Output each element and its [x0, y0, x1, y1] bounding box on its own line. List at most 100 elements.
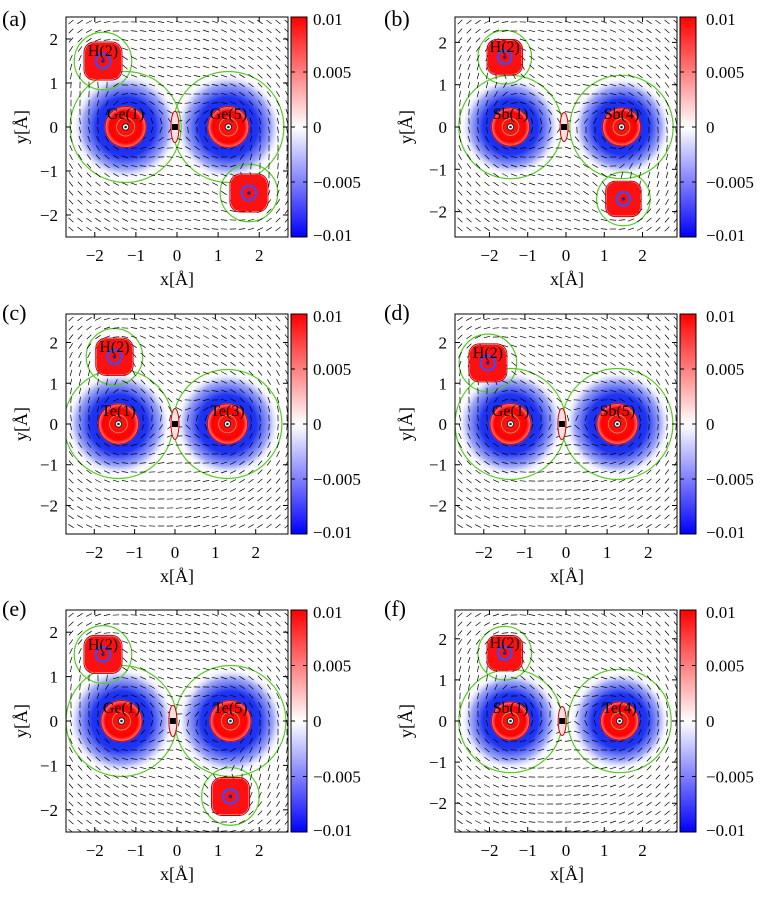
field-segment	[475, 190, 481, 196]
field-segment	[105, 684, 109, 690]
field-segment	[476, 90, 480, 98]
field-segment	[555, 758, 563, 760]
field-segment	[656, 189, 660, 197]
field-segment	[258, 746, 262, 754]
field-segment	[166, 443, 174, 447]
field-segment	[239, 38, 245, 42]
field-segment	[591, 658, 599, 662]
field-segment	[211, 622, 219, 626]
field-segment	[547, 83, 553, 87]
field-segment	[628, 621, 634, 627]
field-segment	[592, 729, 598, 735]
field-segment	[564, 631, 572, 635]
atom-label: H(2)	[88, 43, 118, 60]
field-segment	[519, 767, 527, 769]
field-segment	[175, 335, 183, 339]
x-axis-label: x[Å]	[160, 269, 194, 289]
y-axis-label: y[Å]	[396, 110, 416, 144]
field-segment	[211, 640, 219, 644]
field-segment	[77, 639, 83, 645]
field-segment	[239, 738, 245, 744]
field-segment	[548, 126, 552, 134]
field-segment	[675, 144, 677, 152]
field-segment	[519, 812, 527, 814]
field-segment	[573, 434, 581, 438]
field-segment	[510, 802, 518, 806]
field-segment	[79, 72, 81, 80]
field-segment	[130, 327, 138, 329]
field-segment	[131, 658, 137, 662]
field-segment	[638, 710, 642, 718]
field-segment	[618, 524, 626, 528]
field-segment	[492, 802, 500, 806]
atom-label: Sb(4)	[604, 106, 640, 123]
field-segment	[284, 648, 288, 653]
field-segment	[467, 432, 471, 440]
field-segment	[573, 794, 581, 796]
field-segment	[484, 163, 490, 169]
field-segment	[501, 811, 509, 815]
field-segment	[675, 405, 677, 413]
field-segment	[537, 191, 545, 195]
field-segment	[501, 380, 509, 384]
field-segment	[112, 506, 120, 510]
field-segment	[95, 765, 101, 771]
field-segment	[69, 343, 73, 349]
field-segment	[566, 414, 570, 422]
field-segment	[564, 65, 572, 69]
field-segment	[78, 378, 82, 386]
field-segment	[609, 811, 617, 815]
field-segment	[655, 208, 661, 214]
field-segment	[166, 766, 174, 770]
field-segment	[573, 353, 581, 357]
field-segment	[582, 56, 590, 60]
field-segment	[520, 371, 526, 375]
field-segment	[592, 406, 598, 412]
field-segment	[211, 362, 219, 366]
field-segment	[564, 749, 572, 751]
field-segment	[555, 47, 563, 51]
field-segment	[286, 746, 288, 754]
field-segment	[564, 29, 572, 33]
field-segment	[519, 525, 527, 527]
field-segment	[637, 469, 643, 475]
colorbar-tick-label: −0.01	[313, 821, 352, 840]
field-segment	[285, 370, 288, 376]
field-segment	[276, 189, 280, 197]
field-segment	[573, 200, 581, 204]
field-segment	[510, 200, 518, 204]
field-segment	[664, 73, 670, 79]
x-tick-label: 0	[562, 841, 571, 860]
field-segment	[476, 647, 480, 655]
field-segment	[618, 452, 626, 456]
field-segment	[492, 327, 500, 329]
field-segment	[77, 19, 83, 25]
field-segment	[655, 783, 661, 789]
field-segment	[564, 380, 572, 384]
field-segment	[211, 65, 219, 69]
field-segment	[485, 692, 489, 700]
field-segment	[229, 56, 237, 60]
field-segment	[591, 515, 599, 519]
field-segment	[275, 639, 281, 645]
field-segment	[104, 756, 110, 762]
field-segment	[457, 514, 463, 520]
field-segment	[600, 479, 608, 483]
field-segment	[148, 74, 156, 78]
field-segment	[647, 171, 651, 179]
field-segment	[140, 370, 146, 376]
field-segment	[121, 227, 129, 231]
field-segment	[104, 811, 110, 815]
field-segment	[466, 829, 472, 832]
field-segment	[105, 90, 109, 98]
field-segment	[121, 101, 129, 105]
field-segment	[258, 710, 262, 718]
field-segment	[275, 316, 281, 322]
field-segment	[591, 443, 599, 447]
field-segment	[618, 74, 626, 78]
field-segment	[475, 639, 481, 645]
field-segment	[257, 505, 263, 511]
field-segment	[121, 191, 129, 195]
field-segment	[646, 810, 652, 816]
field-segment	[95, 181, 101, 187]
